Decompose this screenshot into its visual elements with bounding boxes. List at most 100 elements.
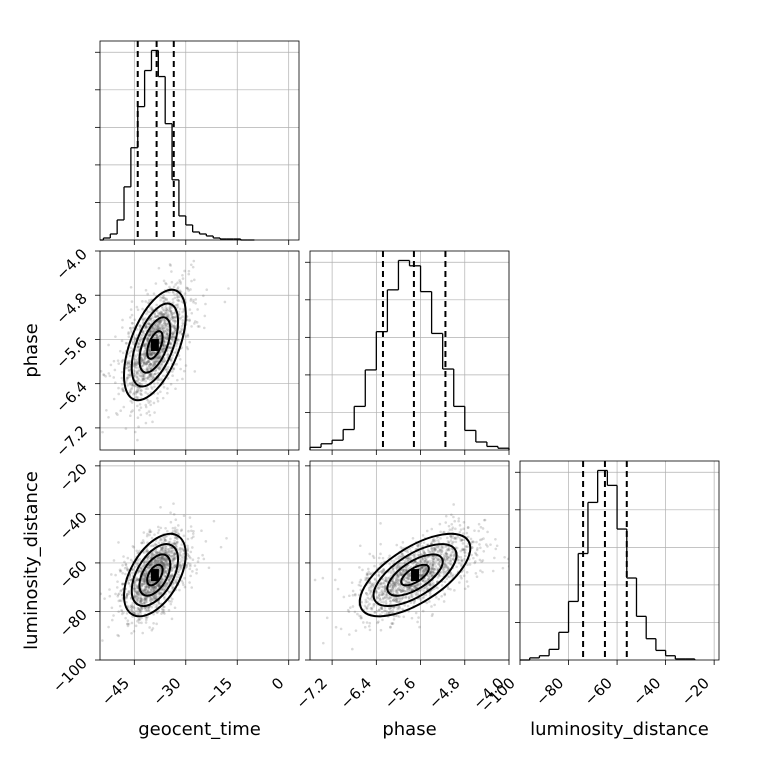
sample-point (131, 383, 135, 387)
sample-point (395, 557, 398, 561)
sample-point (131, 567, 135, 571)
sample-point (130, 621, 134, 625)
sample-point (173, 542, 177, 546)
sample-point (144, 560, 148, 563)
sample-point (140, 359, 144, 363)
sample-point (334, 625, 338, 629)
sample-point (166, 314, 170, 317)
sample-point (165, 330, 168, 334)
sample-point (172, 335, 175, 339)
sample-point (378, 583, 381, 587)
sample-point (385, 592, 389, 595)
sample-point (146, 532, 149, 536)
sample-point (193, 278, 196, 282)
sample-point (322, 641, 325, 645)
sample-point (172, 316, 175, 319)
sample-point (183, 585, 187, 589)
sample-point (429, 575, 432, 579)
sample-point (136, 586, 140, 590)
sample-point (434, 548, 437, 552)
sample-point (418, 625, 421, 629)
sample-point (133, 365, 137, 368)
sample-point (148, 373, 152, 377)
sample-point (174, 563, 177, 567)
sample-point (148, 353, 152, 356)
sample-point (175, 540, 179, 544)
sample-point (158, 321, 161, 325)
xtick-label: 0 (268, 674, 287, 693)
sample-point (402, 596, 405, 599)
panel-frame (99, 250, 300, 451)
sample-point (156, 324, 160, 328)
sample-point (380, 561, 384, 565)
sample-point (429, 568, 433, 572)
sample-point (144, 600, 147, 604)
sample-point (384, 587, 387, 591)
sample-point (144, 621, 148, 624)
sample-point (164, 558, 168, 562)
sample-point (175, 293, 179, 297)
sample-point (394, 580, 398, 583)
sample-point (430, 548, 434, 551)
sample-point (421, 572, 424, 575)
sample-point (173, 536, 177, 540)
sample-point (354, 592, 357, 596)
sample-point (433, 548, 436, 551)
sample-point (417, 582, 421, 586)
sample-point (424, 566, 428, 570)
sample-point (153, 362, 157, 366)
sample-point (161, 547, 164, 550)
sample-point (461, 548, 464, 551)
sample-point (152, 336, 156, 340)
sample-point (126, 376, 130, 379)
sample-point (154, 586, 157, 590)
sample-point (158, 352, 162, 355)
sample-point (400, 573, 403, 577)
sample-point (144, 598, 148, 602)
sample-point (140, 599, 143, 602)
sample-point (129, 579, 133, 582)
sample-point (452, 536, 456, 540)
sample-point (398, 562, 402, 565)
sample-point (381, 618, 384, 622)
sample-point (391, 587, 395, 590)
sample-point (133, 565, 137, 569)
sample-point (161, 562, 165, 566)
sample-point (130, 300, 134, 303)
sample-point (180, 327, 183, 330)
sample-point (407, 577, 411, 580)
sample-point (121, 387, 125, 390)
sample-point (153, 596, 156, 599)
sample-point (140, 364, 144, 368)
sample-point (117, 610, 121, 613)
sample-point (139, 336, 142, 339)
sample-point (437, 563, 440, 566)
sample-point (137, 345, 141, 349)
sample-point (452, 540, 455, 544)
sample-point (155, 566, 159, 570)
sample-point (165, 562, 169, 566)
sample-point (164, 566, 167, 570)
sample-point (365, 607, 369, 611)
contour-level (146, 563, 164, 587)
sample-point (134, 373, 138, 376)
sample-point (465, 531, 469, 535)
sample-point (409, 588, 412, 592)
sample-point (358, 614, 361, 618)
sample-point (442, 546, 445, 549)
ytick-label: −80 (56, 606, 91, 641)
sample-point (156, 360, 160, 363)
sample-point (400, 572, 403, 575)
sample-point (173, 565, 176, 568)
sample-point (396, 573, 399, 577)
sample-point (162, 319, 166, 322)
sample-point (425, 557, 428, 561)
sample-point (462, 520, 466, 524)
sample-point (182, 369, 186, 373)
sample-point (170, 305, 174, 309)
sample-point (165, 332, 169, 336)
sample-point (168, 575, 172, 579)
sample-point (413, 585, 417, 589)
sample-point (150, 628, 154, 632)
sample-point (149, 375, 152, 379)
